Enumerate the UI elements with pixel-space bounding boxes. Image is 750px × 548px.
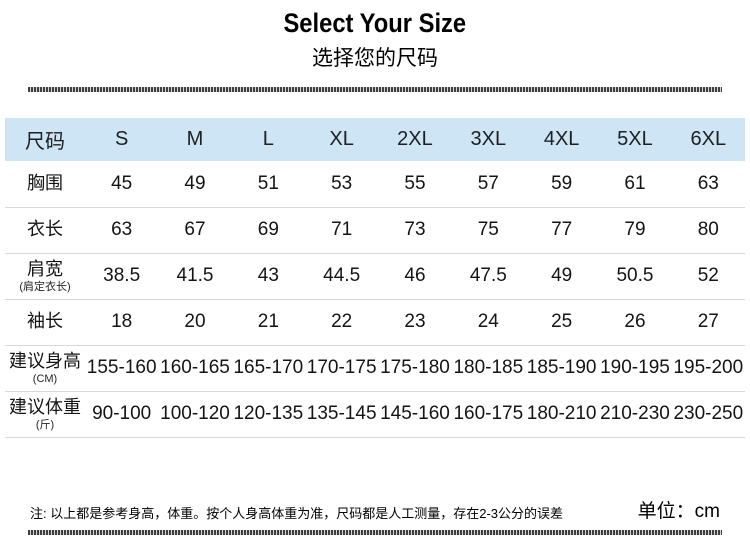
- data-cell: 20: [184, 311, 206, 332]
- data-cell: 90-100: [92, 403, 152, 424]
- data-cell: 145-160: [380, 403, 450, 424]
- column-header-3xl: 3XL: [470, 128, 507, 150]
- column-header-2xl: 2XL: [397, 128, 433, 150]
- data-cell: 80: [697, 219, 719, 240]
- data-cell: 100-120: [160, 403, 230, 424]
- column-header-4xl: 4XL: [543, 128, 580, 150]
- data-cell: 79: [624, 219, 646, 240]
- data-cell: 47.5: [469, 265, 507, 286]
- table-row-sleeve: 袖长 18 20 21 22 23 24 25 26 27: [5, 299, 745, 345]
- bottom-divider: [28, 529, 722, 535]
- row-sublabel-weight: (斤): [35, 419, 55, 431]
- data-cell: 160-175: [453, 403, 524, 424]
- row-sublabel-height: (CM): [32, 373, 58, 385]
- unit-label: 单位：cm: [637, 500, 720, 522]
- data-cell: 55: [404, 172, 426, 194]
- data-cell: 21: [257, 311, 279, 332]
- data-cell: 63: [111, 219, 133, 240]
- row-label-height: 建议身高: [9, 351, 81, 371]
- data-cell: 170-175: [306, 357, 377, 378]
- row-sublabel-shoulder: (肩定衣长): [19, 281, 71, 293]
- data-cell: 160-165: [160, 357, 230, 378]
- table-row-shoulder: 肩宽 (肩定衣长) 38.5 41.5 43 44.5 46 47.5 49 5…: [5, 253, 745, 299]
- data-cell: 185-190: [526, 357, 597, 378]
- data-cell: 57: [477, 172, 499, 194]
- data-cell: 38.5: [103, 265, 141, 286]
- page-title: Select Your Size: [0, 7, 750, 39]
- page-subtitle: 选择您的尺码: [312, 47, 438, 70]
- footer-note: 注: 以上都是参考身高，体重。按个人身高体重为准，尺码都是人工测量，存在2-3公…: [30, 505, 564, 521]
- data-cell: 45: [111, 172, 133, 194]
- data-cell: 46: [404, 265, 426, 286]
- data-cell: 180-210: [526, 403, 597, 424]
- data-cell: 155-160: [86, 357, 157, 378]
- column-header-size: 尺码: [25, 131, 65, 153]
- data-cell: 26: [624, 311, 646, 332]
- data-cell: 49: [551, 265, 573, 286]
- data-cell: 59: [551, 172, 573, 194]
- data-cell: 44.5: [323, 265, 361, 286]
- data-cell: 210-230: [600, 403, 670, 424]
- data-cell: 75: [477, 219, 499, 240]
- data-cell: 135-145: [306, 403, 377, 424]
- data-cell: 73: [404, 219, 426, 240]
- data-cell: 23: [404, 311, 426, 332]
- data-cell: 53: [331, 172, 353, 194]
- data-cell: 195-200: [673, 357, 744, 378]
- data-cell: 63: [697, 172, 719, 194]
- data-cell: 61: [624, 172, 646, 194]
- column-header-l: L: [262, 128, 274, 150]
- data-cell: 190-195: [600, 357, 670, 378]
- data-cell: 69: [257, 219, 279, 240]
- column-header-5xl: 5XL: [617, 128, 653, 150]
- data-cell: 50.5: [616, 265, 654, 286]
- row-label-length: 衣长: [27, 219, 63, 239]
- row-label-sleeve: 袖长: [27, 311, 63, 331]
- data-cell: 51: [257, 172, 279, 194]
- data-cell: 49: [184, 172, 206, 194]
- data-cell: 52: [697, 265, 719, 286]
- table-row-weight: 建议体重 (斤) 90-100 100-120 120-135 135-145 …: [5, 391, 745, 437]
- data-cell: 120-135: [233, 403, 304, 424]
- row-label-chest: 胸围: [27, 172, 63, 193]
- data-cell: 18: [111, 311, 133, 332]
- page-title-text: Select Your Size: [283, 8, 467, 38]
- top-divider: [28, 87, 722, 92]
- footer: 注: 以上都是参考身高，体重。按个人身高体重为准，尺码都是人工测量，存在2-3公…: [30, 500, 720, 522]
- column-header-s: S: [114, 128, 129, 150]
- data-cell: 175-180: [380, 357, 450, 378]
- table-header-row: 尺码 S M L XL 2XL 3XL 4XL 5XL 6XL: [5, 118, 745, 161]
- data-cell: 67: [184, 219, 206, 240]
- data-cell: 27: [697, 311, 719, 332]
- size-table: 尺码 S M L XL 2XL 3XL 4XL 5XL 6XL 胸围 45 49…: [5, 118, 745, 438]
- row-label-weight: 建议体重: [9, 397, 81, 417]
- data-cell: 22: [331, 311, 353, 332]
- row-label-shoulder: 肩宽: [27, 259, 63, 279]
- table-row-chest: 胸围 45 49 51 53 55 57 59 61 63: [5, 161, 745, 207]
- data-cell: 230-250: [673, 403, 744, 424]
- data-cell: 25: [551, 311, 573, 332]
- data-cell: 71: [331, 219, 353, 240]
- data-cell: 180-185: [453, 357, 524, 378]
- data-cell: 165-170: [233, 357, 304, 378]
- data-cell: 77: [551, 219, 573, 240]
- table-row-length: 衣长 63 67 69 71 73 75 77 79 80: [5, 207, 745, 253]
- data-cell: 43: [257, 265, 279, 286]
- data-cell: 41.5: [176, 265, 214, 286]
- data-cell: 24: [477, 311, 499, 332]
- column-header-6xl: 6XL: [690, 128, 727, 150]
- column-header-m: M: [186, 128, 204, 150]
- table-row-height: 建议身高 (CM) 155-160 160-165 165-170 170-17…: [5, 345, 745, 391]
- column-header-xl: XL: [329, 128, 354, 150]
